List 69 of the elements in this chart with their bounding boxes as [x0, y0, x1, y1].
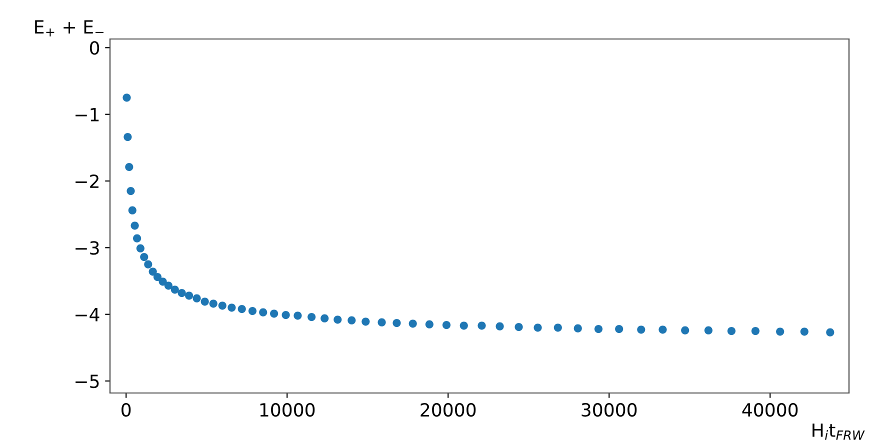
point [259, 308, 268, 316]
point [158, 278, 167, 286]
point [408, 320, 417, 328]
point [658, 326, 667, 334]
point [514, 322, 523, 332]
point [334, 316, 342, 324]
point [238, 304, 246, 314]
point [125, 162, 134, 172]
point [442, 320, 451, 330]
point [164, 282, 172, 290]
point [727, 326, 736, 336]
point [218, 302, 226, 310]
point [574, 324, 582, 332]
point [136, 244, 144, 252]
point [153, 272, 162, 282]
point [124, 132, 132, 142]
point [496, 322, 504, 330]
point [270, 310, 278, 318]
x-tick-label: 30000 [582, 403, 637, 417]
x-tick-label: 10000 [260, 403, 315, 417]
x-tick-label: 20000 [420, 403, 476, 417]
point [200, 298, 209, 306]
point [140, 252, 148, 262]
y-tick-label: −2 [76, 174, 98, 188]
y-tick-label: −1 [76, 108, 99, 122]
point [209, 300, 218, 308]
point [615, 324, 624, 334]
x-tick-label: 0 [122, 403, 131, 417]
point [800, 328, 808, 336]
point [776, 328, 784, 336]
x-axis-title: H$_{i}$t$_{FRW}$ [812, 424, 865, 440]
point [554, 324, 562, 332]
point [378, 318, 386, 326]
point [282, 310, 290, 320]
point [170, 286, 179, 294]
point [478, 322, 486, 330]
point [308, 312, 316, 322]
point [126, 186, 135, 196]
y-tick-label: −3 [76, 241, 99, 255]
point [294, 312, 302, 320]
y-tick-label: −4 [76, 308, 100, 322]
point [192, 294, 201, 302]
point [637, 326, 646, 334]
point [348, 316, 356, 324]
point [425, 320, 434, 328]
point [133, 234, 142, 242]
point [228, 304, 236, 312]
point [362, 318, 370, 326]
point [178, 288, 186, 298]
point [130, 222, 139, 230]
point [144, 260, 152, 268]
point [460, 322, 468, 330]
y-tick-label: 0 [90, 41, 100, 55]
point [681, 326, 690, 334]
point [148, 268, 157, 276]
x-tick-label: 40000 [742, 403, 798, 417]
point [392, 318, 401, 328]
point [185, 292, 194, 300]
y-tick-label: −5 [76, 374, 99, 388]
point [122, 94, 131, 102]
point [826, 328, 834, 336]
point [534, 324, 542, 332]
point [248, 306, 257, 316]
point [594, 324, 603, 334]
point [320, 314, 329, 322]
point [704, 326, 712, 334]
point [128, 206, 136, 214]
point [751, 326, 760, 336]
y-axis-title: E$_{+}$ + E$_{−}$ [35, 20, 104, 36]
